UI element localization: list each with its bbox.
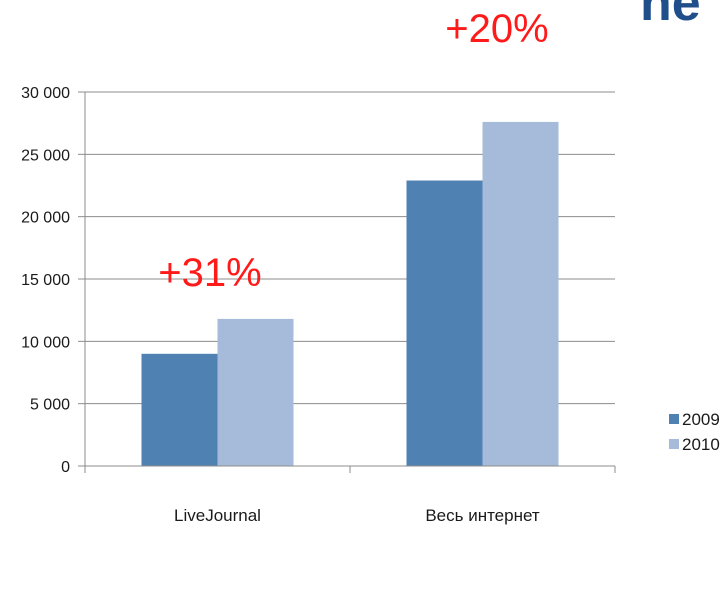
y-tick-label: 5 000	[30, 397, 70, 414]
bar-2009	[141, 353, 218, 466]
bar-2009	[406, 180, 483, 466]
y-tick-label: 20 000	[21, 210, 70, 227]
bar-2010	[217, 318, 294, 466]
legend-swatch	[669, 439, 679, 449]
y-tick-label: 10 000	[21, 334, 70, 351]
growth-annotation: +31%	[158, 251, 261, 295]
legend-label: 2010	[682, 435, 720, 454]
legend-label: 2009	[682, 410, 720, 429]
x-tick-label: Весь интернет	[425, 506, 540, 525]
y-tick-label: 15 000	[21, 272, 70, 289]
legend-swatch	[669, 414, 679, 424]
bars	[141, 121, 559, 467]
bar-2010	[482, 121, 559, 467]
y-tick-label: 25 000	[21, 147, 70, 164]
x-tick-label: LiveJournal	[174, 506, 261, 525]
x-axis: LiveJournal Весь интернет	[84, 465, 616, 525]
y-tick-label: 30 000	[21, 85, 70, 102]
page-title-fragment: ne	[640, 0, 701, 32]
legend: 2009 2010	[669, 410, 720, 454]
y-axis: 0 5 000 10 000 15 000 20 000 25 000 30 000	[21, 85, 86, 476]
annotations: +31% +20%	[158, 7, 548, 295]
growth-annotation: +20%	[445, 7, 548, 51]
y-tick-label: 0	[61, 459, 70, 476]
